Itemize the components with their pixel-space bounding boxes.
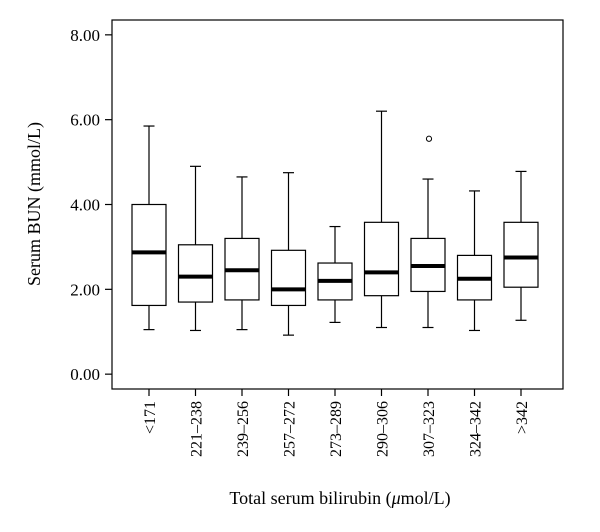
- plot-frame: [111, 19, 564, 390]
- y-tick-label: 2.00: [70, 280, 100, 299]
- x-axis: <171 221–238 239–256 257–272 273–289 290–306 3…: [142, 389, 531, 457]
- x-axis-title-prefix: Total serum bilirubin (: [229, 488, 391, 509]
- box-iqr: [503, 221, 539, 288]
- box-group: [131, 125, 167, 331]
- x-tick-label: 324–342: [468, 401, 485, 457]
- outlier-point: [425, 135, 433, 142]
- y-axis: 0.00 2.00 4.00 6.00 8.00: [70, 26, 112, 384]
- box-iqr: [177, 244, 214, 303]
- x-axis-title-suffix: mol/L): [401, 488, 451, 509]
- x-tick-label: 273–289: [328, 401, 345, 457]
- x-axis-title-mu: μ: [391, 488, 401, 508]
- box-group: [317, 225, 353, 324]
- box-group: [456, 190, 493, 332]
- y-tick-label: 0.00: [70, 365, 100, 384]
- x-tick-label: 239–256: [235, 401, 252, 457]
- x-tick-label: <171: [142, 401, 159, 434]
- box-group: [503, 170, 539, 321]
- x-axis-title: Total serum bilirubin (μmol/L): [229, 488, 450, 509]
- x-tick-label: 290–306: [375, 401, 392, 457]
- box-group: [270, 172, 307, 336]
- y-tick-label: 6.00: [70, 111, 100, 130]
- x-tick-label: 221–238: [189, 401, 206, 457]
- boxes: [131, 110, 539, 336]
- x-tick-label: 257–272: [282, 401, 299, 457]
- box-iqr: [363, 221, 400, 297]
- box-iqr: [270, 249, 307, 307]
- y-tick-label: 4.00: [70, 196, 100, 215]
- box-group: [363, 110, 400, 329]
- box-iqr: [131, 203, 167, 307]
- y-tick-label: 8.00: [70, 26, 100, 45]
- box-group: [177, 165, 214, 332]
- box-group: [410, 135, 446, 329]
- x-tick-label: >342: [514, 401, 531, 434]
- x-tick-label: 307–323: [421, 401, 438, 457]
- y-axis-title: Serum BUN (mmol/L): [24, 122, 45, 286]
- box-group: [224, 176, 260, 331]
